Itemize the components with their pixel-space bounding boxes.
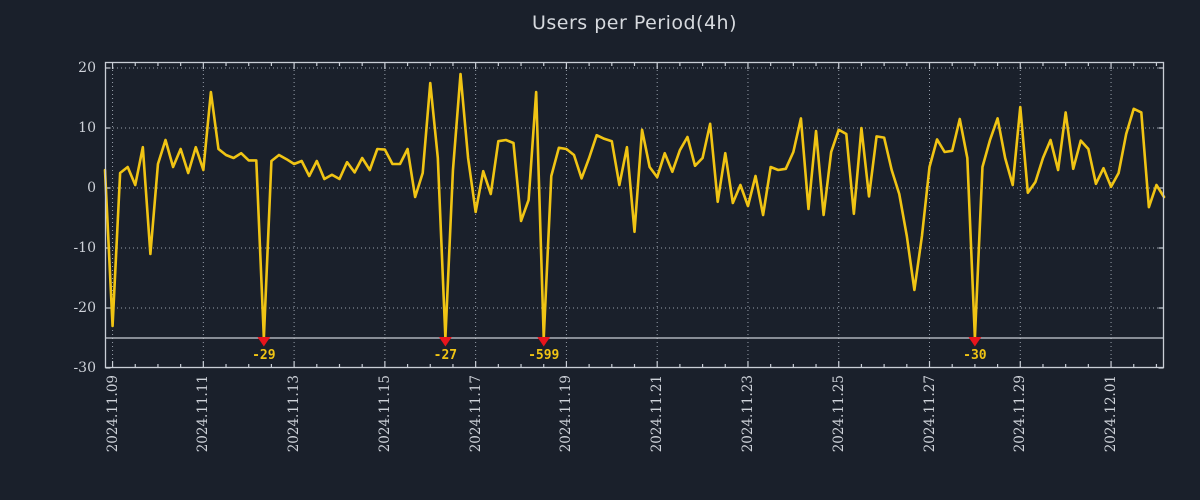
y-tick-label: -10	[73, 240, 96, 256]
y-tick-label: 20	[78, 60, 96, 76]
x-tick-label: 2024.11.11	[195, 375, 212, 453]
x-tick-label: 2024.11.29	[1012, 375, 1029, 453]
plot-area	[103, 61, 1166, 369]
x-tick-label: 2024.11.19	[558, 375, 575, 453]
y-tick-label: -30	[73, 360, 96, 376]
x-tick-label: 2024.12.01	[1103, 375, 1120, 453]
marker-value-label: -30	[963, 348, 987, 363]
y-tick-label: 10	[78, 120, 96, 136]
x-tick-label: 2024.11.17	[467, 375, 484, 453]
x-tick-label: 2024.11.27	[921, 375, 938, 453]
clipped-min-marker-icon	[257, 337, 271, 347]
x-tick-label: 2024.11.21	[649, 375, 666, 453]
plot-svg	[103, 61, 1166, 369]
y-tick-label: -20	[73, 300, 96, 316]
x-tick-label: 2024.11.09	[104, 375, 121, 453]
x-tick-label: 2024.11.15	[376, 375, 393, 453]
y-tick-label: 0	[87, 180, 96, 196]
marker-value-label: -27	[433, 348, 458, 363]
series-line	[103, 72, 1166, 340]
x-tick-label: 2024.11.23	[739, 375, 756, 453]
marker-value-label: -29	[252, 348, 276, 363]
clipped-min-marker-icon	[968, 337, 982, 347]
marker-value-label: -599	[528, 348, 560, 363]
x-tick-label: 2024.11.13	[286, 375, 303, 453]
chart-title: Users per Period(4h)	[531, 12, 738, 34]
x-tick-label: 2024.11.25	[830, 375, 847, 453]
clipped-min-marker-icon	[537, 337, 551, 347]
clipped-min-marker-icon	[438, 337, 452, 347]
